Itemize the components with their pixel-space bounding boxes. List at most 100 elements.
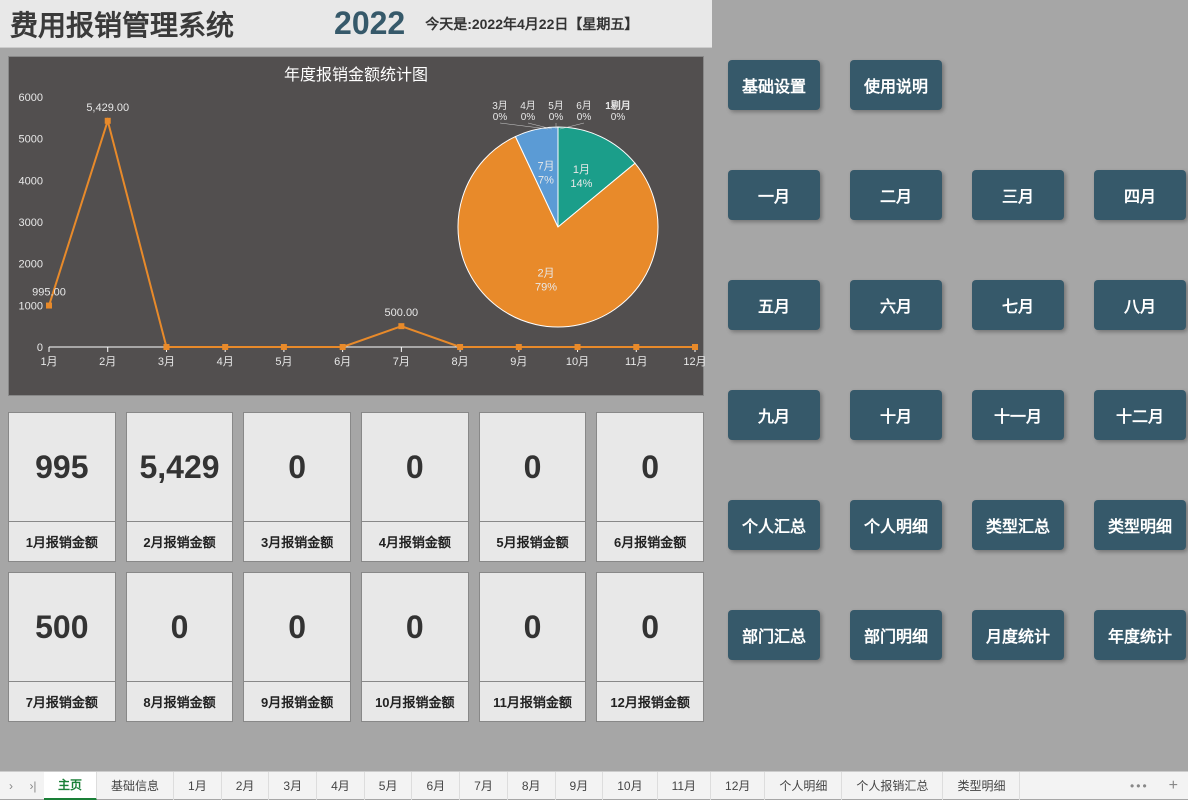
svg-text:12月: 12月	[683, 356, 705, 368]
svg-text:5,429.00: 5,429.00	[86, 102, 129, 114]
sheet-tab[interactable]: 2月	[222, 772, 270, 800]
nav-button[interactable]: 个人明细	[850, 500, 942, 550]
sheet-tab[interactable]: 3月	[269, 772, 317, 800]
sheet-tab[interactable]: 个人明细	[765, 772, 842, 800]
month-card[interactable]: 0 3月报销金额	[243, 412, 351, 562]
svg-text:1月: 1月	[573, 164, 590, 176]
sheet-tab[interactable]: 类型明细	[943, 772, 1020, 800]
nav-button[interactable]: 月度统计	[972, 610, 1064, 660]
header-date: 今天是:2022年4月22日【星期五】	[425, 14, 638, 34]
svg-text:3月: 3月	[158, 356, 175, 368]
nav-button[interactable]: 年度统计	[1094, 610, 1186, 660]
header: 费用报销管理系统 2022 今天是:2022年4月22日【星期五】	[0, 0, 712, 48]
nav-button[interactable]: 二月	[850, 170, 942, 220]
svg-text:4月: 4月	[520, 100, 536, 112]
nav-button[interactable]: 五月	[728, 280, 820, 330]
card-value: 0	[597, 573, 703, 681]
card-label: 5月报销金额	[480, 521, 586, 561]
month-card[interactable]: 0 10月报销金额	[361, 572, 469, 722]
svg-text:500.00: 500.00	[385, 307, 419, 319]
tab-nav-right-icon[interactable]: ›	[0, 772, 22, 800]
tab-more-icon[interactable]: •••	[1120, 779, 1159, 793]
card-label: 4月报销金额	[362, 521, 468, 561]
svg-text:0%: 0%	[611, 112, 626, 123]
month-card[interactable]: 0 5月报销金额	[479, 412, 587, 562]
nav-button[interactable]: 基础设置	[728, 60, 820, 110]
card-label: 12月报销金额	[597, 681, 703, 721]
month-card[interactable]: 500 7月报销金额	[8, 572, 116, 722]
sheet-tab[interactable]: 9月	[556, 772, 604, 800]
month-card[interactable]: 0 4月报销金额	[361, 412, 469, 562]
nav-button[interactable]: 使用说明	[850, 60, 942, 110]
sheet-tab[interactable]: 1月	[174, 772, 222, 800]
sheet-tab[interactable]: 12月	[711, 772, 765, 800]
svg-text:11月: 11月	[625, 356, 647, 368]
card-label: 6月报销金额	[597, 521, 703, 561]
sheet-tab[interactable]: 主页	[44, 772, 97, 800]
pie-chart: 1月14%2月79%7月7%3月0%4月0%5月0%6月0%1剔月0%	[433, 87, 693, 347]
sheet-tab[interactable]: 8月	[508, 772, 556, 800]
svg-text:6月: 6月	[576, 100, 592, 112]
svg-text:5月: 5月	[275, 356, 292, 368]
card-value: 0	[480, 573, 586, 681]
card-label: 8月报销金额	[127, 681, 233, 721]
month-card[interactable]: 5,429 2月报销金额	[126, 412, 234, 562]
card-value: 0	[127, 573, 233, 681]
svg-text:0: 0	[37, 342, 43, 354]
month-card[interactable]: 0 12月报销金额	[596, 572, 704, 722]
month-cards: 995 1月报销金额5,429 2月报销金额0 3月报销金额0 4月报销金额0 …	[0, 404, 712, 730]
nav-button[interactable]: 部门汇总	[728, 610, 820, 660]
card-label: 1月报销金额	[9, 521, 115, 561]
month-card[interactable]: 0 8月报销金额	[126, 572, 234, 722]
sheet-tab[interactable]: 11月	[658, 772, 711, 800]
nav-button[interactable]: 个人汇总	[728, 500, 820, 550]
svg-text:4000: 4000	[19, 175, 43, 187]
nav-button[interactable]: 十月	[850, 390, 942, 440]
nav-button[interactable]: 部门明细	[850, 610, 942, 660]
nav-button[interactable]: 四月	[1094, 170, 1186, 220]
chart-area: 年度报销金额统计图 01000200030004000500060001月2月3…	[8, 56, 704, 396]
card-value: 995	[9, 413, 115, 521]
card-label: 3月报销金额	[244, 521, 350, 561]
header-year: 2022	[334, 5, 405, 42]
nav-button[interactable]: 七月	[972, 280, 1064, 330]
svg-text:0%: 0%	[549, 112, 564, 123]
month-card[interactable]: 995 1月报销金额	[8, 412, 116, 562]
card-label: 7月报销金额	[9, 681, 115, 721]
nav-button[interactable]: 类型汇总	[972, 500, 1064, 550]
nav-button[interactable]: 十一月	[972, 390, 1064, 440]
sheet-tab[interactable]: 基础信息	[97, 772, 174, 800]
card-label: 11月报销金额	[480, 681, 586, 721]
nav-button[interactable]: 三月	[972, 170, 1064, 220]
nav-button[interactable]: 九月	[728, 390, 820, 440]
tab-add-icon[interactable]: +	[1159, 777, 1188, 795]
svg-text:2月: 2月	[537, 268, 554, 280]
sheet-tab[interactable]: 7月	[460, 772, 508, 800]
sheet-tab[interactable]: 10月	[603, 772, 657, 800]
svg-text:0%: 0%	[521, 112, 536, 123]
card-value: 500	[9, 573, 115, 681]
month-card[interactable]: 0 6月报销金额	[596, 412, 704, 562]
nav-panel: 基础设置使用说明一月二月三月四月五月六月七月八月九月十月十一月十二月个人汇总个人…	[718, 60, 1186, 720]
svg-text:10月: 10月	[566, 356, 589, 368]
sheet-tab[interactable]: 6月	[412, 772, 460, 800]
svg-text:6000: 6000	[19, 92, 43, 104]
sheet-tab[interactable]: 个人报销汇总	[842, 772, 943, 800]
nav-button[interactable]: 十二月	[1094, 390, 1186, 440]
sheet-tab[interactable]: 4月	[317, 772, 365, 800]
card-label: 2月报销金额	[127, 521, 233, 561]
card-label: 10月报销金额	[362, 681, 468, 721]
month-card[interactable]: 0 11月报销金额	[479, 572, 587, 722]
nav-button[interactable]: 类型明细	[1094, 500, 1186, 550]
month-card[interactable]: 0 9月报销金额	[243, 572, 351, 722]
nav-button[interactable]: 八月	[1094, 280, 1186, 330]
nav-button[interactable]: 六月	[850, 280, 942, 330]
card-value: 0	[362, 413, 468, 521]
sheet-tab[interactable]: 5月	[365, 772, 413, 800]
svg-text:1000: 1000	[19, 300, 43, 312]
tab-nav-end-icon[interactable]: ›|	[22, 772, 44, 800]
nav-button[interactable]: 一月	[728, 170, 820, 220]
card-label: 9月报销金额	[244, 681, 350, 721]
svg-text:5000: 5000	[19, 134, 43, 146]
svg-text:8月: 8月	[452, 356, 469, 368]
